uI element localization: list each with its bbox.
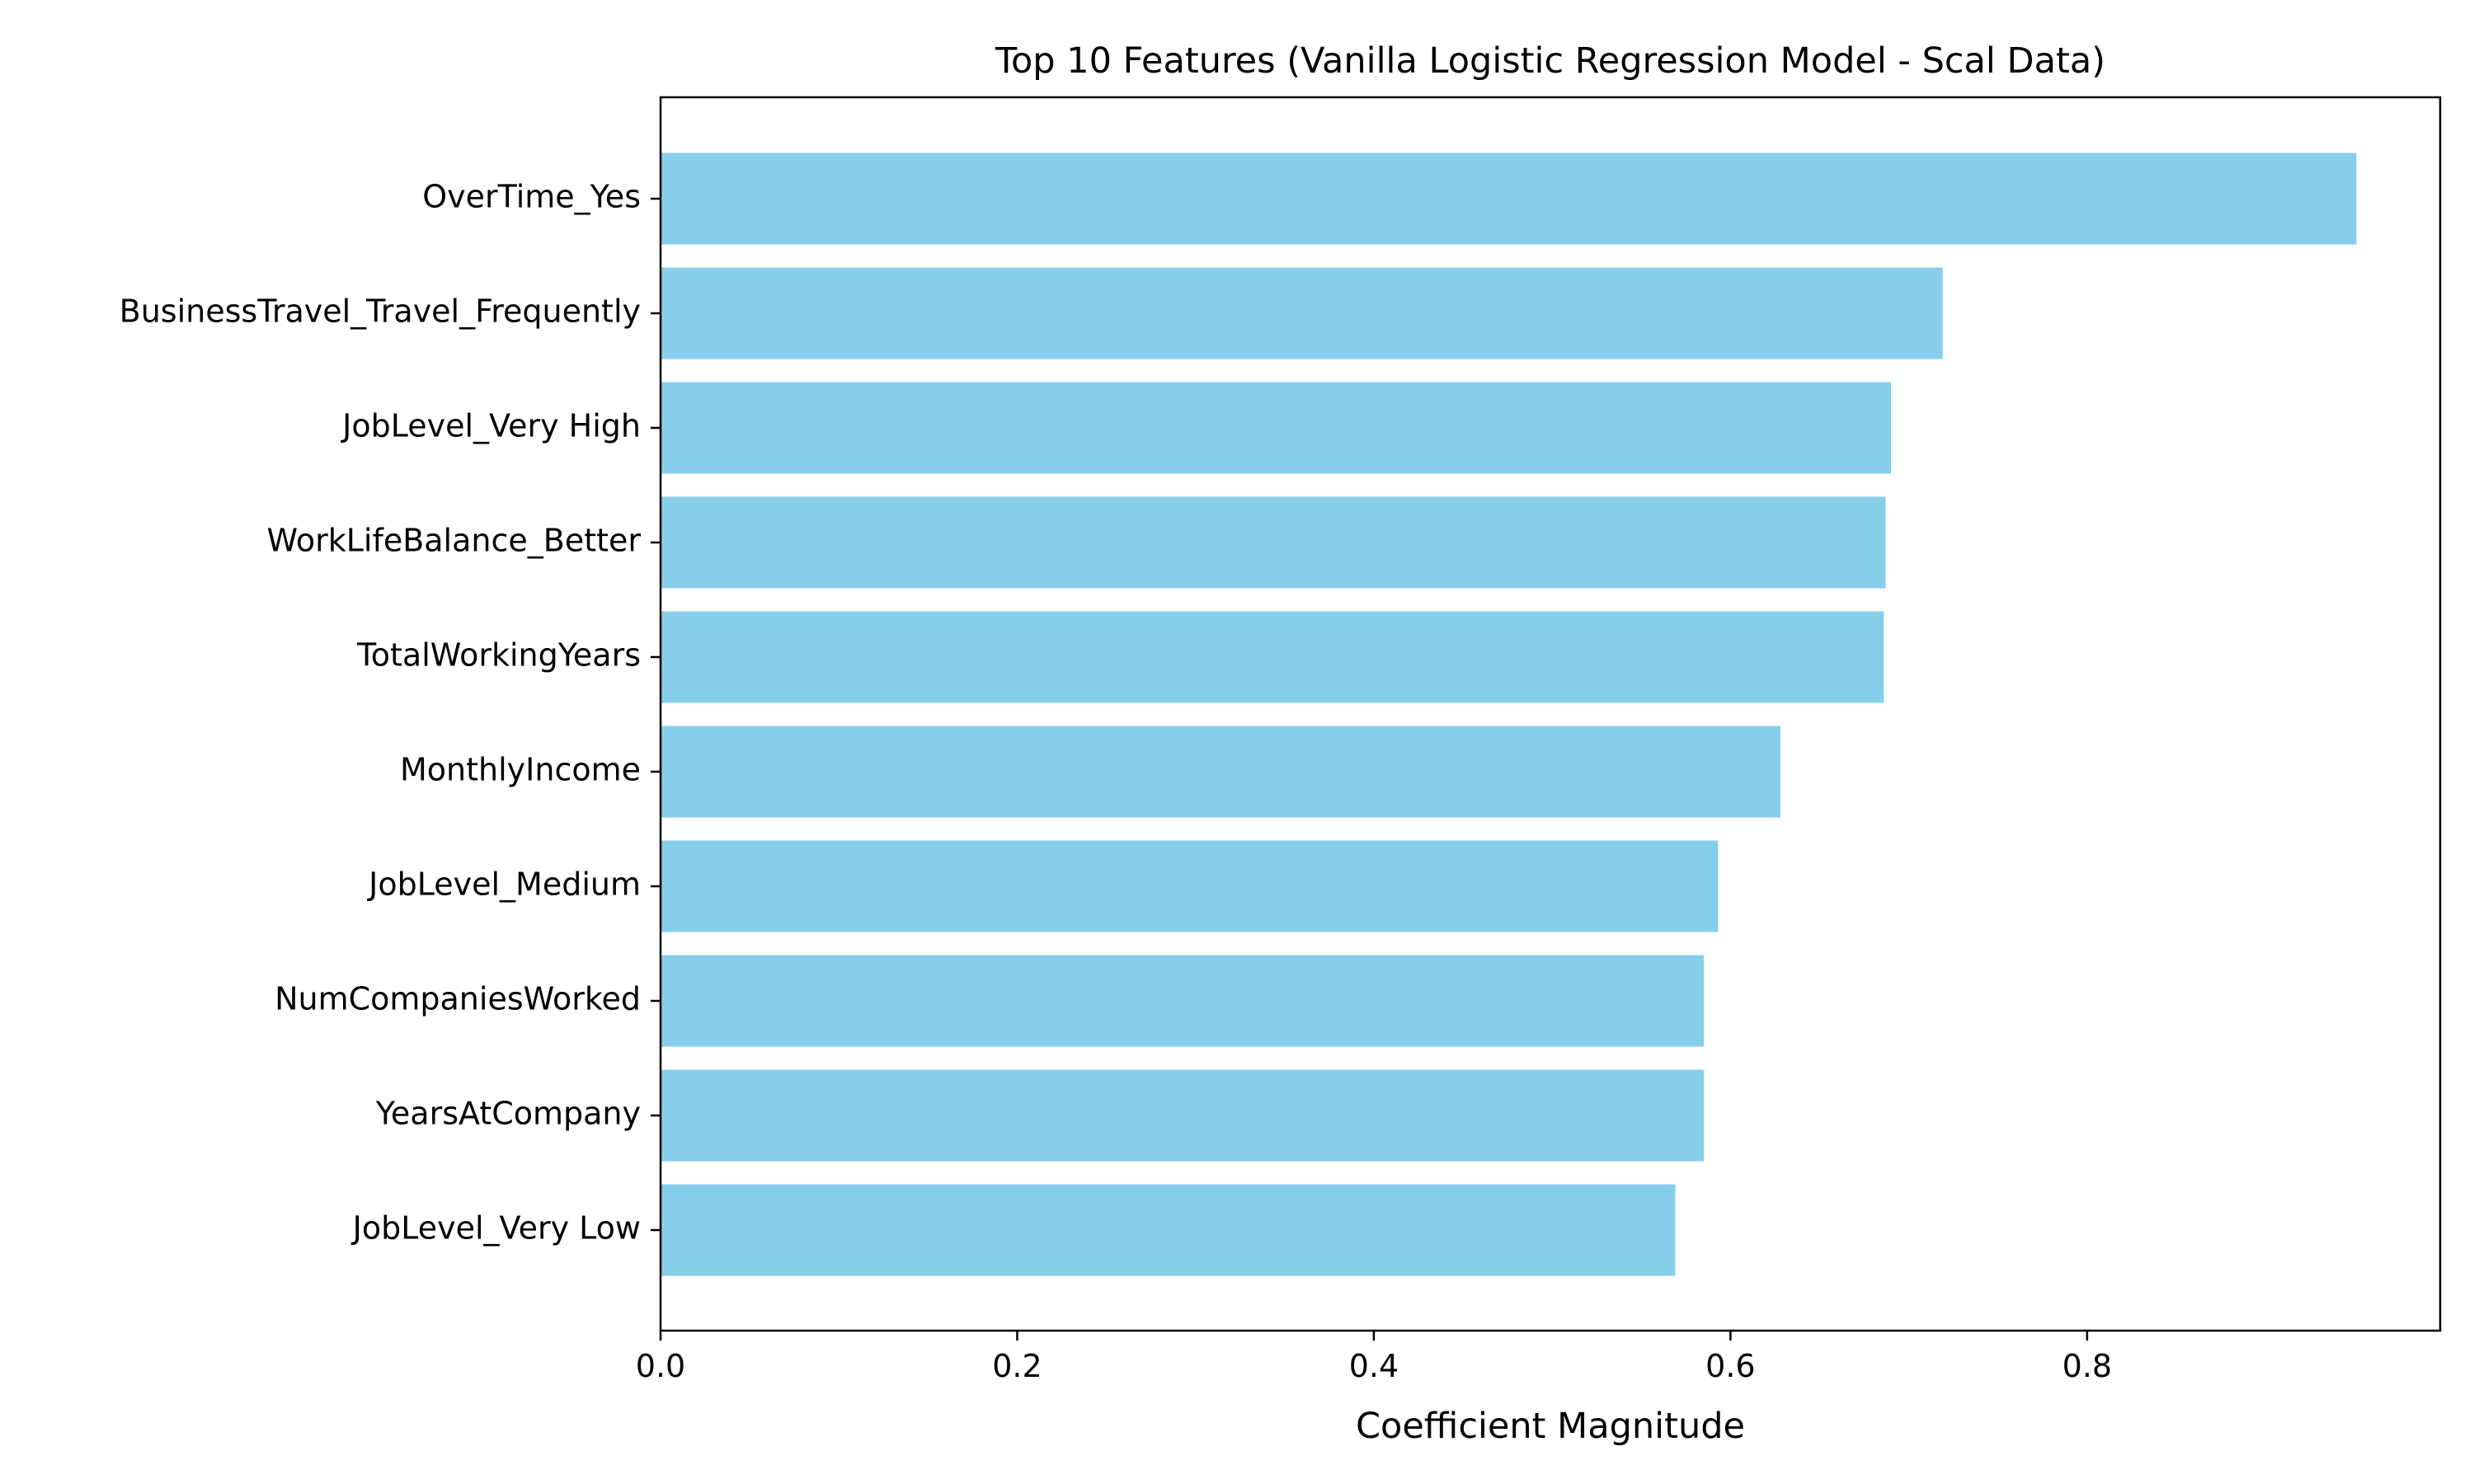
y-tick-label: YearsAtCompany xyxy=(375,1096,641,1132)
x-tick-label: 0.6 xyxy=(1705,1348,1755,1384)
y-tick-label: TotalWorkingYears xyxy=(356,637,641,674)
bar-monthlyincome xyxy=(661,726,1780,818)
bar-businesstravel-travel-frequently xyxy=(661,267,1943,359)
x-tick-label: 0.0 xyxy=(636,1348,685,1384)
bar-joblevel-medium xyxy=(661,840,1719,932)
bars-group xyxy=(661,153,2357,1276)
y-tick-label: NumCompaniesWorked xyxy=(275,981,641,1017)
plot-frame xyxy=(659,96,2442,1332)
y-tick-label: JobLevel_Very High xyxy=(341,408,641,444)
y-tick-label: OverTime_Yes xyxy=(422,179,641,215)
x-tick-label: 0.4 xyxy=(1349,1348,1399,1384)
y-tick-label: MonthlyIncome xyxy=(400,752,641,788)
bar-totalworkingyears xyxy=(661,611,1884,703)
y-tick-label: BusinessTravel_Travel_Frequently xyxy=(120,294,641,330)
x-tick-label: 0.8 xyxy=(2062,1348,2112,1384)
bar-yearsatcompany xyxy=(661,1069,1704,1162)
x-tick-label: 0.2 xyxy=(992,1348,1042,1384)
bar-worklifebalance-better xyxy=(661,496,1886,589)
y-axis-ticks: OverTime_Yes BusinessTravel_Travel_Freque… xyxy=(120,179,661,1247)
x-axis-label: Coefficient Magnitude xyxy=(1356,1406,1745,1447)
bar-numcompaniesworked xyxy=(661,955,1704,1047)
bar-joblevel-very-high xyxy=(661,382,1892,474)
bar-joblevel-very-low xyxy=(661,1184,1676,1276)
y-tick-label: WorkLifeBalance_Better xyxy=(266,523,641,559)
x-axis-ticks: 0.0 0.2 0.4 0.6 0.8 xyxy=(636,1331,2112,1384)
chart-title: Top 10 Features (Vanilla Logistic Regres… xyxy=(995,40,2105,82)
y-tick-label: JobLevel_Very Low xyxy=(351,1210,641,1247)
bar-overtime-yes xyxy=(661,153,2357,245)
y-tick-label: JobLevel_Medium xyxy=(367,866,641,903)
